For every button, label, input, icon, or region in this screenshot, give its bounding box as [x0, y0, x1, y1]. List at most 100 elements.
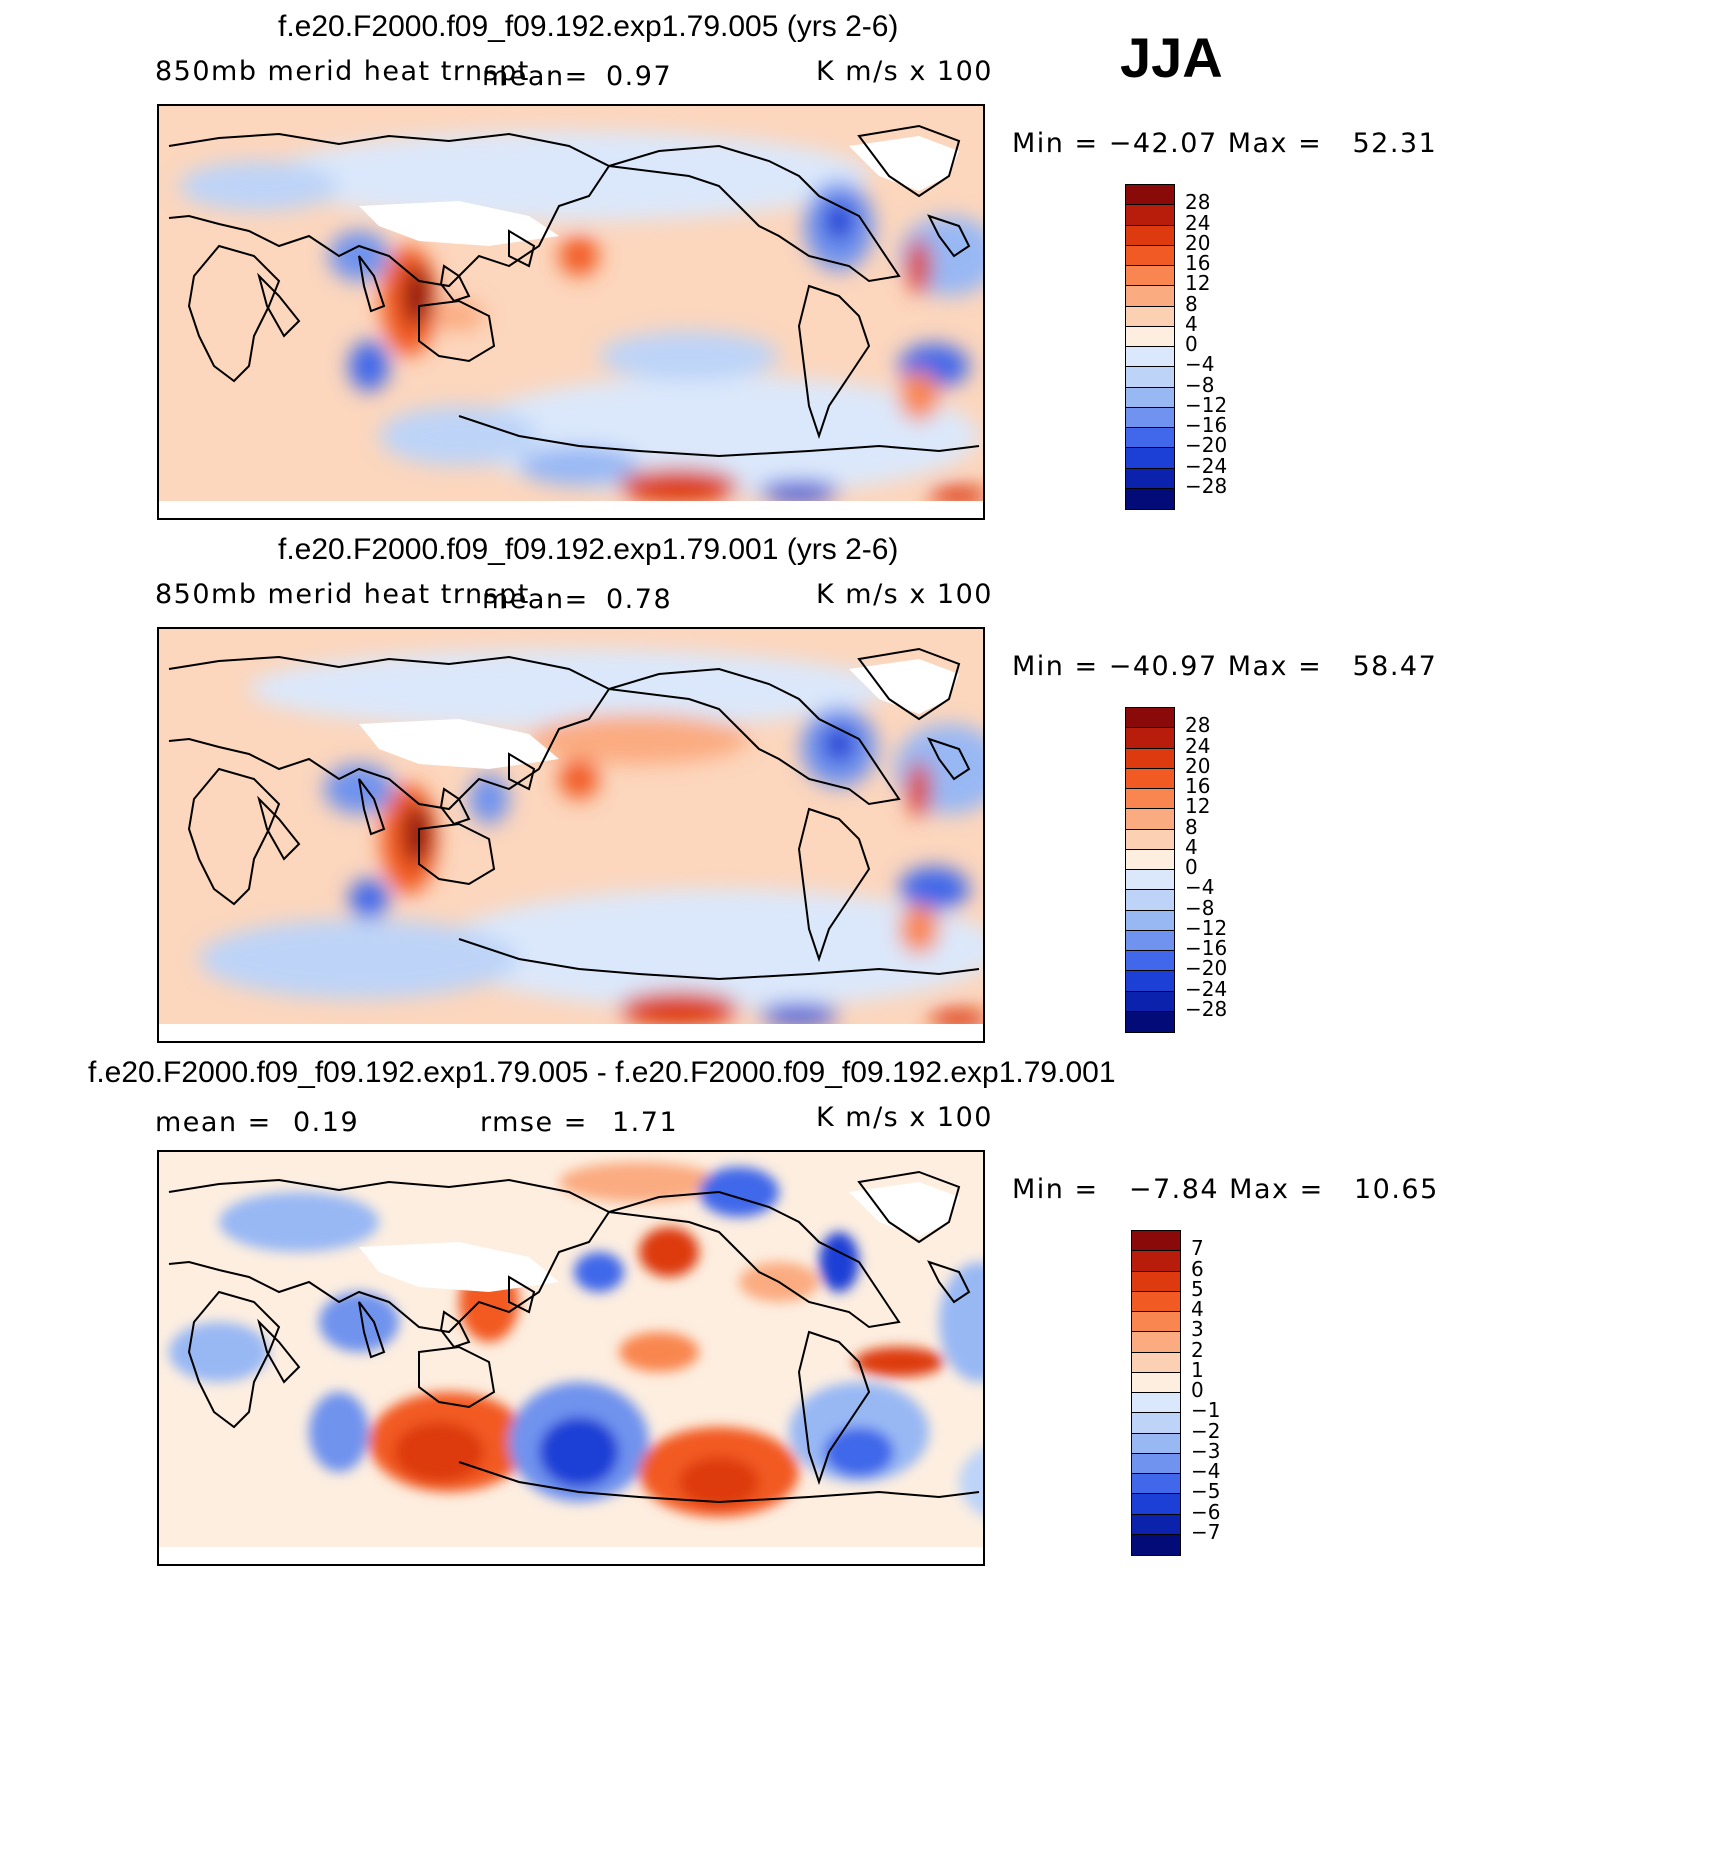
panel-2-colorbar — [1125, 707, 1175, 1033]
season-label: JJA — [1120, 26, 1223, 89]
panel-1-colorbar — [1125, 184, 1175, 510]
panel-1-colorbar-bin — [1126, 347, 1174, 368]
panel-2-colorbar-tick-label: −24 — [1185, 976, 1228, 1001]
panel-1-mean-label: mean= — [482, 61, 589, 92]
panel-3-minmax: Min = −7.84 Max = 10.65 — [1012, 1174, 1439, 1205]
panel-1-map — [157, 104, 985, 520]
panel-3-rmse-value: 1.71 — [612, 1107, 679, 1138]
panel-1-title: f.e20.F2000.f09_f09.192.exp1.79.005 (yrs… — [278, 10, 899, 43]
panel-3-units: K m/s x 100 — [816, 1102, 993, 1133]
panel-3-colorbar-tick-label: −1 — [1191, 1398, 1221, 1423]
panel-1-minmax: Min = −42.07 Max = 52.31 — [1012, 128, 1438, 159]
panel-2-colorbar-tick-label: −4 — [1185, 875, 1215, 900]
panel-2-variable: 850mb merid heat trnspt — [155, 579, 530, 610]
panel-2-mean-value: 0.78 — [606, 584, 673, 615]
panel-3-colorbar-bin — [1132, 1231, 1180, 1252]
panel-2-colorbar-bin — [1126, 708, 1174, 729]
panel-1-colorbar-tick-label: 8 — [1185, 291, 1198, 316]
panel-3-colorbar-tick-label: 0 — [1191, 1378, 1204, 1402]
panel-3-map — [157, 1150, 985, 1566]
panel-3-colorbar-bin — [1132, 1372, 1180, 1393]
panel-1-colorbar-tick-label: −12 — [1185, 392, 1228, 417]
panel-2-colorbar-tick-label: 16 — [1185, 774, 1211, 798]
panel-1-colorbar-tick-label: −24 — [1185, 453, 1228, 478]
panel-2-colorbar-tick-label: 28 — [1185, 713, 1211, 738]
panel-3-colorbar-bin — [1132, 1291, 1180, 1312]
panel-1-colorbar-tick-label: −16 — [1185, 413, 1228, 437]
panel-2-colorbar-tick-label: 8 — [1185, 814, 1198, 839]
panel-3-colorbar-bin — [1132, 1312, 1180, 1333]
panel-2-colorbar-bin — [1126, 768, 1174, 789]
panel-2-colorbar-tick-label: −20 — [1185, 956, 1228, 981]
panel-1-colorbar-tick-label: 4 — [1185, 311, 1198, 336]
panel-3-colorbar-tick-label: 5 — [1191, 1276, 1204, 1301]
panel-3-rmse-label: rmse = — [480, 1107, 588, 1138]
panel-3-colorbar-tick-label: 7 — [1191, 1236, 1204, 1261]
panel-3-colorbar-bin — [1132, 1514, 1180, 1535]
panel-2-colorbar-tick-label: 4 — [1185, 834, 1198, 859]
panel-3-colorbar-bin — [1132, 1251, 1180, 1272]
panel-2-colorbar-tick-label: 24 — [1185, 733, 1211, 758]
panel-1-colorbar-bin — [1126, 488, 1174, 509]
panel-3-field — [159, 1152, 983, 1564]
panel-3-mean-value: 0.19 — [293, 1107, 360, 1138]
panel-2-colorbar-bin — [1126, 870, 1174, 891]
panel-3-colorbar-tick-label: 3 — [1191, 1317, 1204, 1342]
panel-1-colorbar-bin — [1126, 266, 1174, 287]
panel-3-colorbar-tick-label: 4 — [1191, 1297, 1204, 1321]
panel-1-colorbar-bin — [1126, 468, 1174, 489]
panel-3-colorbar-tick-label: −5 — [1191, 1479, 1221, 1504]
panel-3-colorbar-tick-label: −4 — [1191, 1459, 1221, 1483]
panel-1-colorbar-bin — [1126, 326, 1174, 347]
panel-1-field — [159, 106, 983, 518]
panel-1-colorbar-bin — [1126, 306, 1174, 327]
panel-2-colorbar-bin — [1126, 1011, 1174, 1032]
panel-2-colorbar-tick-label: −12 — [1185, 915, 1228, 940]
panel-2-colorbar-bin — [1126, 930, 1174, 951]
panel-2-colorbar-bin — [1126, 971, 1174, 992]
panel-2-units: K m/s x 100 — [816, 579, 993, 610]
panel-1-colorbar-bin — [1126, 367, 1174, 388]
panel-3-colorbar — [1131, 1230, 1181, 1556]
panel-3-colorbar-tick-label: 6 — [1191, 1256, 1204, 1281]
panel-2-colorbar-bin — [1126, 789, 1174, 810]
panel-2-colorbar-bin — [1126, 829, 1174, 850]
panel-1-colorbar-bin — [1126, 387, 1174, 408]
panel-2-colorbar-tick-label: −28 — [1185, 996, 1228, 1021]
panel-1-colorbar-tick-label: 16 — [1185, 251, 1211, 275]
panel-2-colorbar-bin — [1126, 890, 1174, 911]
panel-1-colorbar-tick-label: 24 — [1185, 210, 1211, 235]
panel-3-colorbar-bin — [1132, 1534, 1180, 1555]
panel-3-colorbar-tick-label: −2 — [1191, 1418, 1221, 1443]
panel-1-colorbar-tick-label: 28 — [1185, 190, 1211, 215]
panel-2-colorbar-tick-label: 20 — [1185, 753, 1211, 778]
panel-1-colorbar-bin — [1126, 185, 1174, 206]
panel-2-colorbar-bin — [1126, 849, 1174, 870]
panel-2-colorbar-bin — [1126, 910, 1174, 931]
panel-1-colorbar-bin — [1126, 205, 1174, 226]
panel-1-variable: 850mb merid heat trnspt — [155, 56, 530, 87]
panel-1-colorbar-tick-label: 20 — [1185, 230, 1211, 255]
panel-3-mean-label: mean = — [155, 1107, 272, 1138]
panel-3-colorbar-bin — [1132, 1271, 1180, 1292]
panel-3-colorbar-bin — [1132, 1453, 1180, 1474]
panel-3-colorbar-bin — [1132, 1393, 1180, 1414]
panel-2-colorbar-bin — [1126, 951, 1174, 972]
panel-3-colorbar-bin — [1132, 1332, 1180, 1353]
panel-1-colorbar-tick-label: −20 — [1185, 433, 1228, 458]
panel-1-colorbar-bin — [1126, 407, 1174, 428]
panel-2-map — [157, 627, 985, 1043]
panel-2-title: f.e20.F2000.f09_f09.192.exp1.79.001 (yrs… — [278, 533, 899, 566]
panel-3-colorbar-bin — [1132, 1494, 1180, 1515]
panel-3-title: f.e20.F2000.f09_f09.192.exp1.79.005 - f.… — [88, 1056, 1116, 1089]
panel-3-colorbar-tick-label: 1 — [1191, 1357, 1204, 1382]
panel-1-colorbar-tick-label: −8 — [1185, 372, 1215, 397]
panel-3-colorbar-tick-label: −3 — [1191, 1438, 1221, 1463]
panel-1-colorbar-bin — [1126, 225, 1174, 246]
panel-1-colorbar-bin — [1126, 428, 1174, 449]
panel-3-colorbar-bin — [1132, 1413, 1180, 1434]
panel-2-field — [159, 629, 983, 1041]
panel-1-units: K m/s x 100 — [816, 56, 993, 87]
panel-2-colorbar-bin — [1126, 991, 1174, 1012]
panel-1-colorbar-tick-label: 0 — [1185, 332, 1198, 356]
